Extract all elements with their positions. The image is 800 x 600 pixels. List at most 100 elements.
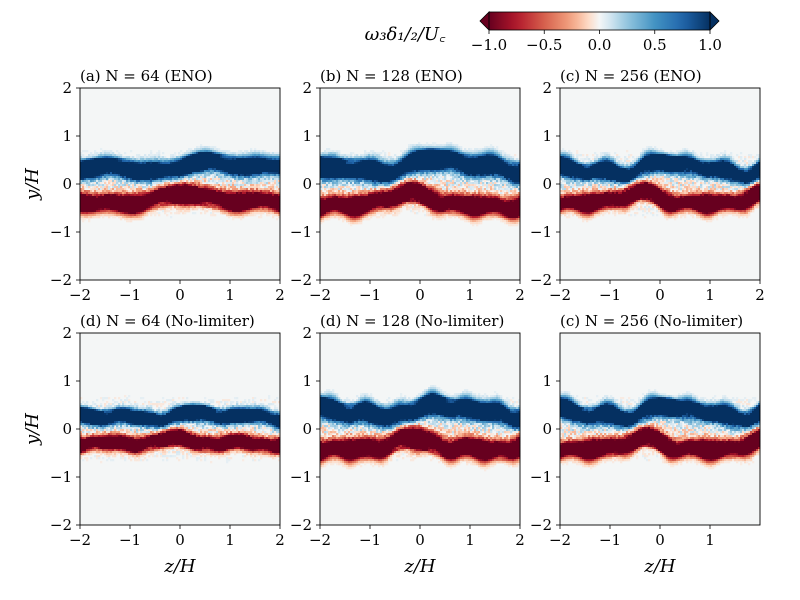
vorticity-cell bbox=[114, 184, 117, 187]
vorticity-cell bbox=[406, 148, 409, 151]
vorticity-cell bbox=[142, 214, 145, 217]
vorticity-cell bbox=[510, 176, 513, 179]
vorticity-cell bbox=[210, 192, 213, 195]
vorticity-cell bbox=[202, 162, 205, 165]
vorticity-cell bbox=[84, 206, 87, 209]
vorticity-cell bbox=[322, 160, 325, 163]
vorticity-cell bbox=[356, 178, 359, 181]
vorticity-cell bbox=[482, 178, 485, 181]
vorticity-cell bbox=[406, 180, 409, 183]
vorticity-cell bbox=[140, 170, 143, 173]
vorticity-cell bbox=[362, 180, 365, 183]
vorticity-cell bbox=[352, 158, 355, 161]
vorticity-cell bbox=[390, 180, 393, 183]
vorticity-cell bbox=[152, 200, 155, 203]
vorticity-cell bbox=[86, 200, 89, 203]
vorticity-cell bbox=[206, 152, 209, 155]
vorticity-cell bbox=[138, 202, 141, 205]
vorticity-cell bbox=[352, 174, 355, 177]
vorticity-cell bbox=[228, 200, 231, 203]
vorticity-cell bbox=[134, 166, 137, 169]
vorticity-cell bbox=[86, 166, 89, 169]
vorticity-cell bbox=[158, 176, 161, 179]
vorticity-cell bbox=[108, 198, 111, 201]
vorticity-cell bbox=[228, 214, 231, 217]
vorticity-cell bbox=[234, 200, 237, 203]
vorticity-cell bbox=[224, 160, 227, 163]
vorticity-cell bbox=[482, 150, 485, 153]
vorticity-cell bbox=[134, 194, 137, 197]
vorticity-cell bbox=[214, 164, 217, 167]
vorticity-cell bbox=[350, 178, 353, 181]
vorticity-cell bbox=[126, 178, 129, 181]
vorticity-cell bbox=[490, 178, 493, 181]
vorticity-cell bbox=[384, 166, 387, 169]
vorticity-cell bbox=[148, 170, 151, 173]
colorbar-extend-low bbox=[479, 11, 490, 31]
vorticity-cell bbox=[94, 180, 97, 183]
vorticity-cell bbox=[458, 152, 461, 155]
vorticity-cell bbox=[166, 198, 169, 201]
vorticity-cell bbox=[442, 154, 445, 157]
vorticity-cell bbox=[472, 172, 475, 175]
vorticity-cell bbox=[438, 148, 441, 151]
vorticity-cell bbox=[512, 174, 515, 177]
x-tick-label: 2 bbox=[275, 286, 285, 304]
vorticity-cell bbox=[510, 180, 513, 183]
vorticity-cell bbox=[224, 168, 227, 171]
vorticity-cell bbox=[502, 152, 505, 155]
vorticity-cell bbox=[156, 170, 159, 173]
vorticity-cell bbox=[382, 174, 385, 177]
vorticity-cell bbox=[228, 198, 231, 201]
vorticity-cell bbox=[266, 176, 269, 179]
vorticity-cell bbox=[108, 194, 111, 197]
vorticity-cell bbox=[210, 148, 213, 151]
vorticity-cell bbox=[82, 174, 85, 177]
vorticity-cell bbox=[384, 176, 387, 179]
vorticity-cell bbox=[162, 198, 165, 201]
vorticity-cell bbox=[340, 160, 343, 163]
vorticity-cell bbox=[228, 204, 231, 207]
vorticity-cell bbox=[236, 190, 239, 193]
vorticity-cell bbox=[104, 154, 107, 157]
vorticity-cell bbox=[240, 206, 243, 209]
vorticity-cell bbox=[168, 158, 171, 161]
vorticity-cell bbox=[110, 178, 113, 181]
vorticity-cell bbox=[426, 168, 429, 171]
vorticity-cell bbox=[272, 162, 275, 165]
vorticity-cell bbox=[200, 162, 203, 165]
vorticity-cell bbox=[516, 164, 519, 167]
vorticity-cell bbox=[508, 178, 511, 181]
vorticity-cell bbox=[450, 178, 453, 181]
vorticity-cell bbox=[140, 156, 143, 159]
vorticity-cell bbox=[346, 156, 349, 159]
vorticity-cell bbox=[426, 150, 429, 153]
vorticity-cell bbox=[130, 216, 133, 219]
vorticity-cell bbox=[248, 172, 251, 175]
vorticity-cell bbox=[132, 184, 135, 187]
vorticity-cell bbox=[216, 148, 219, 151]
vorticity-cell bbox=[154, 166, 157, 169]
vorticity-cell bbox=[150, 168, 153, 171]
vorticity-cell bbox=[246, 162, 249, 165]
vorticity-cell bbox=[90, 192, 93, 195]
vorticity-cell bbox=[240, 176, 243, 179]
vorticity-cell bbox=[216, 176, 219, 179]
vorticity-cell bbox=[214, 156, 217, 159]
vorticity-cell bbox=[88, 158, 91, 161]
vorticity-cell bbox=[458, 164, 461, 167]
vorticity-cell bbox=[264, 150, 267, 153]
vorticity-cell bbox=[336, 162, 339, 165]
vorticity-cell bbox=[444, 164, 447, 167]
vorticity-cell bbox=[140, 210, 143, 213]
vorticity-cell bbox=[126, 194, 129, 197]
vorticity-cell bbox=[512, 158, 515, 161]
vorticity-cell bbox=[418, 170, 421, 173]
vorticity-cell bbox=[122, 172, 125, 175]
vorticity-cell bbox=[204, 148, 207, 151]
vorticity-cell bbox=[232, 202, 235, 205]
vorticity-cell bbox=[122, 192, 125, 195]
vorticity-cell bbox=[110, 154, 113, 157]
vorticity-cell bbox=[112, 172, 115, 175]
vorticity-cell bbox=[116, 214, 119, 217]
